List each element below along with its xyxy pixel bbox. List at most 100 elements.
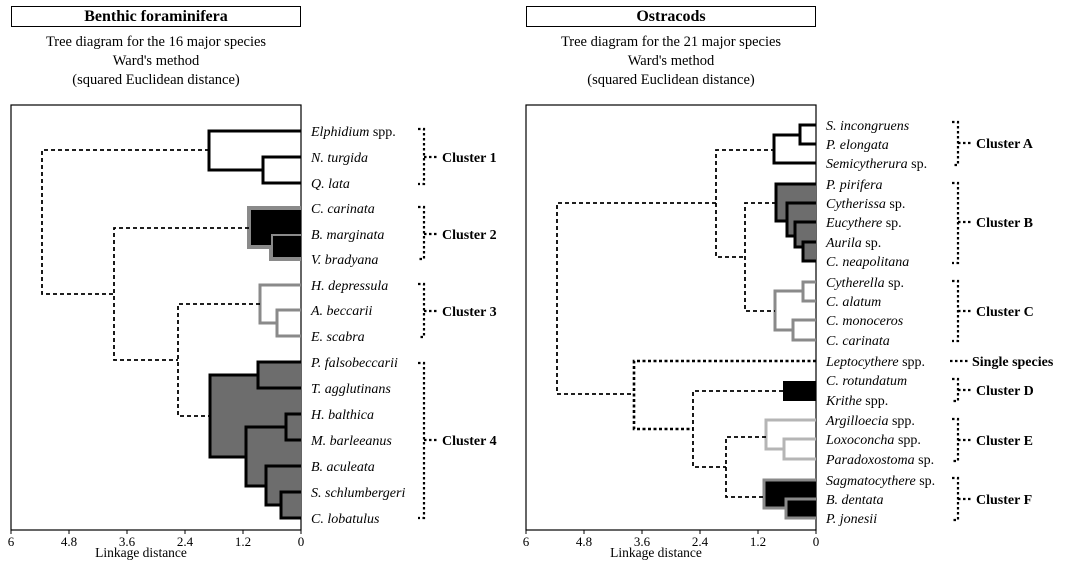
right-species-label: Argilloecia spp. <box>825 414 915 429</box>
left-link-root <box>41 149 209 295</box>
left-species-label: T. agglutinans <box>311 382 391 397</box>
right-species-label: Cytherella sp. <box>826 276 904 291</box>
left-cluster2-fill <box>249 208 301 247</box>
left-subtitle-line-2: Ward's method <box>112 53 200 69</box>
left-plot-frame <box>10 104 302 531</box>
left-species-label: E. scabra <box>310 330 365 345</box>
left-species-label: H. balthica <box>310 408 374 423</box>
left-cluster1-branch-a <box>261 155 301 185</box>
right-subtitle-line-3: (squared Euclidean distance) <box>587 72 755 88</box>
left-tick-label: 6 <box>8 534 15 549</box>
right-species-label: C. carinata <box>826 334 890 349</box>
right-cluster-A-bracket <box>952 120 960 167</box>
left-cluster2-inner <box>269 232 301 261</box>
right-axis-label: Linkage distance <box>610 545 702 560</box>
right-species-label: Paradoxostoma sp. <box>825 453 934 468</box>
right-cluster-F-bracket <box>952 476 960 522</box>
right-cluster-E-bracket <box>952 417 960 463</box>
right-species-label: Semicytherura sp. <box>826 157 927 172</box>
right-tick-label: 1.2 <box>750 534 766 549</box>
left-species-label: C. lobatulus <box>311 512 380 527</box>
right-panel-subtitle: Tree diagram for the 21 major species Wa… <box>526 33 816 90</box>
left-species-label: Q. lata <box>311 177 350 192</box>
left-cluster-1-label: Cluster 1 <box>442 151 497 166</box>
right-panel-title-text: Ostracods <box>636 8 706 25</box>
right-species-label: C. rotundatum <box>826 374 907 389</box>
left-cluster-1-bracket <box>418 127 426 186</box>
right-subtitle-line-1: Tree diagram for the 21 major species <box>560 34 782 50</box>
right-clusterB-branch-b <box>785 201 816 238</box>
left-cluster-3-bracket <box>418 282 426 339</box>
left-cluster-4-label: Cluster 4 <box>442 434 497 449</box>
right-cluster-D-bracket <box>952 377 960 403</box>
right-link-d-ef <box>692 390 783 468</box>
right-species-label: Krithe spp. <box>825 394 888 409</box>
left-axis-label: Linkage distance <box>95 545 187 560</box>
right-clusterB-branch-c <box>793 220 816 249</box>
left-species-label: Elphidium spp. <box>310 125 396 140</box>
right-species-label: Loxoconcha spp. <box>825 433 921 448</box>
right-plot-frame <box>525 104 817 531</box>
left-species-label: B. marginata <box>311 228 384 243</box>
left-species-label: C. carinata <box>311 202 375 217</box>
right-species-label: Aurila sp. <box>825 236 881 251</box>
right-cluster-E-label: Cluster E <box>976 434 1033 449</box>
left-cluster3-branch-a <box>275 308 301 338</box>
left-tick-label: 4.8 <box>61 534 77 549</box>
right-species-label: S. incongruens <box>826 119 910 134</box>
right-species-label: C. neapolitana <box>826 255 909 270</box>
left-subtitle-line-3: (squared Euclidean distance) <box>72 72 240 88</box>
right-species-label: C. monoceros <box>826 314 904 329</box>
right-tick-label: 2.4 <box>692 534 709 549</box>
right-species-label: Sagmatocythere sp. <box>826 474 935 489</box>
right-clusterD-fill <box>783 381 816 401</box>
right-tick-label: 6 <box>523 534 530 549</box>
left-species-label: S. schlumbergeri <box>311 486 405 501</box>
right-link-single-species <box>632 359 816 431</box>
right-species-label: Cytherissa sp. <box>826 197 905 212</box>
right-clusterF-branch-b <box>762 478 816 510</box>
right-species-label: P. pirifera <box>825 178 883 193</box>
left-species-label: B. aculeata <box>311 460 375 475</box>
left-tick-label: 0 <box>298 534 305 549</box>
right-cluster-C-bracket <box>952 279 960 343</box>
left-cluster4-fill <box>210 362 301 518</box>
left-link-c3-c4 <box>177 303 260 417</box>
right-clusterA-branch-a <box>798 123 816 146</box>
right-link-e-f <box>725 436 766 498</box>
right-cluster-B-label: Cluster B <box>976 216 1033 231</box>
left-species-label: P. falsobeccarii <box>310 356 398 371</box>
right-link-root <box>556 202 716 395</box>
right-species-label: Leptocythere spp. <box>825 355 925 370</box>
left-panel-subtitle: Tree diagram for the 16 major species Wa… <box>11 33 301 90</box>
right-cluster-A-label: Cluster A <box>976 137 1034 152</box>
left-cluster-2-label: Cluster 2 <box>442 228 497 243</box>
left-species-label: A. beccarii <box>310 304 373 319</box>
right-clusterA-branch-b <box>772 133 816 165</box>
right-cluster-D-label: Cluster D <box>976 384 1034 399</box>
left-species-label: H. depressula <box>310 279 388 294</box>
left-tick-label: 3.6 <box>119 534 136 549</box>
left-species-label: N. turgida <box>310 151 368 166</box>
right-clusterB-branch-d <box>801 240 816 263</box>
left-species-label: V. bradyana <box>311 253 378 268</box>
left-link-c2-c34 <box>113 227 249 361</box>
left-cluster-4-bracket <box>418 361 426 520</box>
left-cluster3-branch-b <box>258 283 301 325</box>
right-single-species-label: Single species <box>972 355 1054 370</box>
left-panel-title: Benthic foraminifera <box>11 6 301 27</box>
right-species-label: B. dentata <box>826 493 884 508</box>
right-clusterC-branch-b <box>791 318 816 342</box>
left-subtitle-line-1: Tree diagram for the 16 major species <box>45 34 267 50</box>
right-clusterC-branch-a <box>801 280 816 303</box>
right-subtitle-line-2: Ward's method <box>627 53 715 69</box>
right-cluster-F-label: Cluster F <box>976 493 1032 508</box>
left-tick-label: 2.4 <box>177 534 194 549</box>
right-species-label: C. alatum <box>826 295 881 310</box>
right-clusterE-branch-a <box>782 437 816 461</box>
right-tick-label: 4.8 <box>576 534 592 549</box>
right-species-label: P. elongata <box>825 138 889 153</box>
right-cluster-B-bracket <box>952 181 960 265</box>
left-species-label: M. barleeanus <box>310 434 392 449</box>
